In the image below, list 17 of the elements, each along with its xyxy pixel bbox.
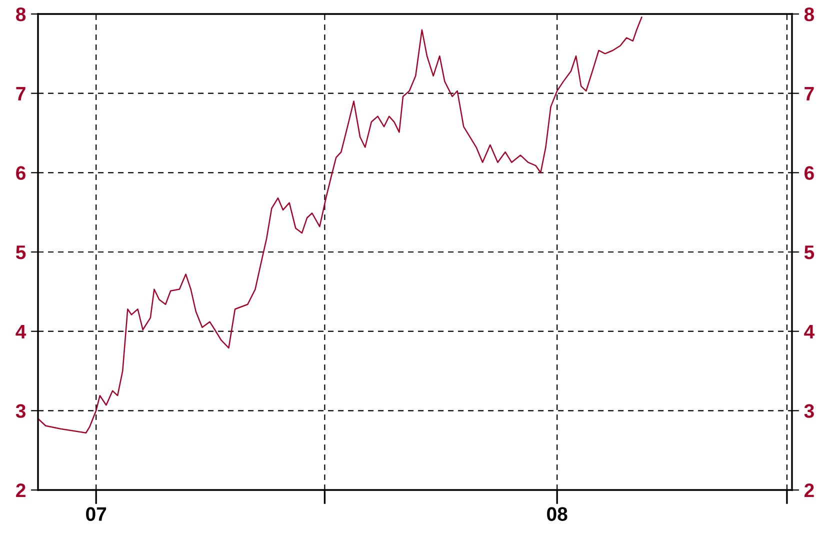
y2-tick-label: 2 (804, 483, 814, 498)
y2-tick-label: 4 (804, 325, 815, 338)
y2-tick-label: 6 (804, 166, 814, 180)
y-tick-label: 5 (16, 246, 26, 260)
line-series (38, 16, 642, 434)
x-tick-label: 07 (86, 507, 106, 521)
y-tick-label: 7 (16, 87, 26, 100)
y-tick-label: 4 (16, 325, 26, 338)
y2-tick-label: 7 (804, 87, 814, 100)
y2-tick-label: 8 (804, 7, 814, 22)
y-tick-label: 3 (16, 404, 26, 418)
y2-tick-label: 3 (804, 404, 814, 418)
y-tick-label: 8 (16, 7, 26, 22)
x-tick-label: 08 (547, 507, 568, 521)
y-tick-label: 2 (16, 483, 26, 498)
y2-tick-label: 5 (804, 246, 814, 260)
y-tick-label: 6 (16, 166, 26, 180)
